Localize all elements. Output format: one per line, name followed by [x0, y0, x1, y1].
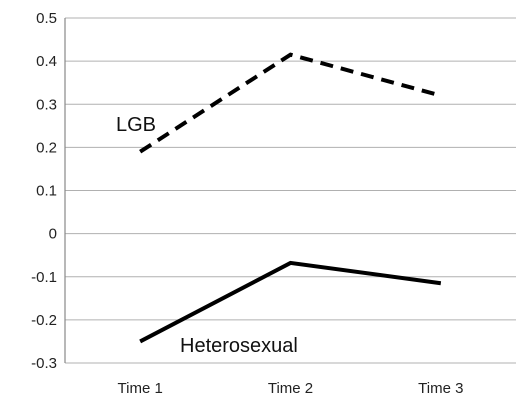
- x-tick-label: Time 2: [268, 380, 313, 397]
- y-tick-label: 0.2: [36, 139, 57, 156]
- y-tick-label: 0: [49, 226, 57, 243]
- series-line-heterosexual: [139, 260, 442, 344]
- x-tick-label: Time 3: [418, 380, 463, 397]
- y-tick-label: -0.3: [31, 355, 57, 372]
- series-line-lgb: [139, 52, 442, 154]
- y-tick-label: 0.4: [36, 53, 57, 70]
- x-axis-tick-labels: Time 1 Time 2 Time 3: [118, 380, 464, 397]
- y-tick-label: 0.5: [36, 10, 57, 27]
- y-axis-tick-labels: 0.5 0.4 0.3 0.2 0.1 0 -0.1 -0.2 -0.3: [31, 10, 57, 372]
- series-label-lgb: LGB: [116, 114, 156, 136]
- y-tick-label: 0.3: [36, 96, 57, 113]
- gridlines: [65, 17, 516, 364]
- y-tick-label: 0.1: [36, 183, 57, 200]
- series-lines: [139, 52, 442, 344]
- x-tick-label: Time 1: [118, 380, 163, 397]
- y-tick-label: -0.2: [31, 312, 57, 329]
- series-label-heterosexual: Heterosexual: [180, 335, 298, 357]
- y-tick-label: -0.1: [31, 269, 57, 286]
